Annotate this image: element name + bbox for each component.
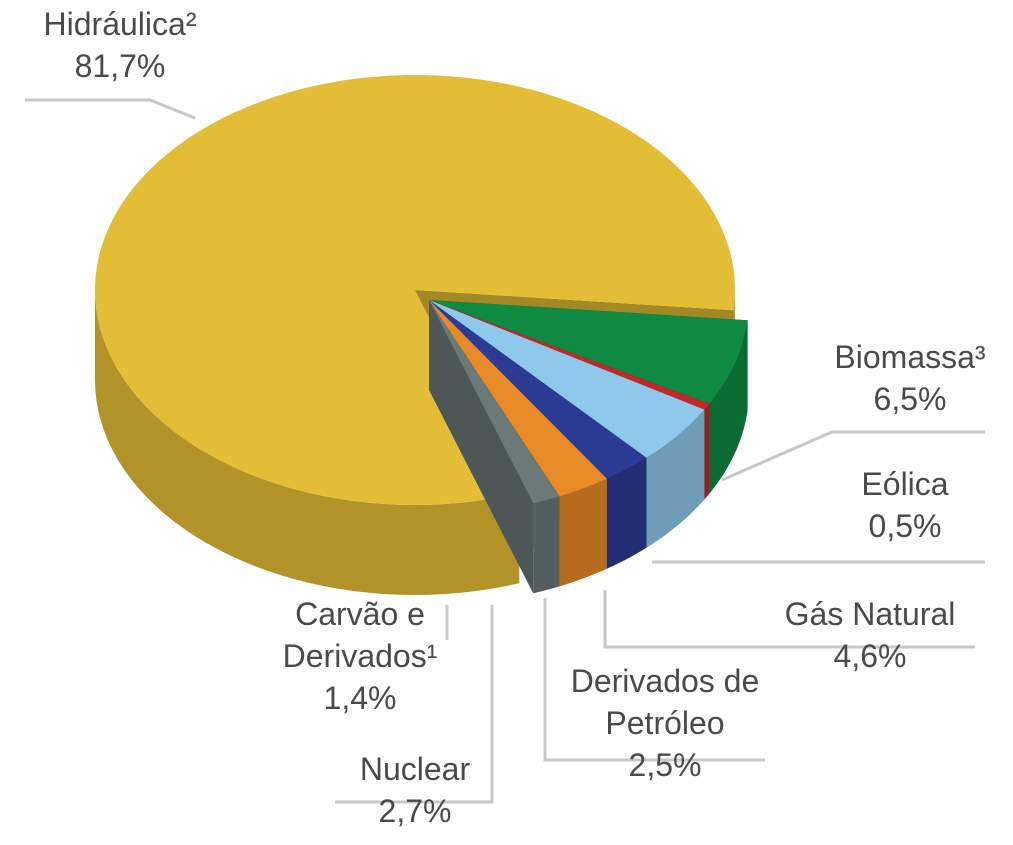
- pie: [95, 75, 748, 595]
- category-label: Gás Natural: [785, 596, 956, 632]
- leader-line: [603, 590, 975, 649]
- slice-top: [429, 300, 607, 497]
- value-label: 6,5%: [874, 381, 947, 417]
- value-label: 0,5%: [869, 508, 942, 544]
- category-label: Carvão e Derivados¹: [283, 596, 438, 674]
- category-line: Nuclear: [360, 751, 471, 787]
- labels: Hidráulica² 81,7% Biomassa³ 6,5% Eólica 0,5% G…: [25, 6, 986, 829]
- slice-top: [429, 300, 560, 504]
- value-label: 81,7%: [75, 48, 166, 84]
- value-label: 1,4%: [324, 680, 397, 716]
- category-line: Gás Natural: [785, 596, 956, 632]
- category-line: Hidráulica²: [44, 6, 197, 42]
- slice-side: [646, 409, 705, 548]
- leader-line: [335, 605, 494, 804]
- slice: [429, 300, 560, 594]
- category-line: Derivados de: [571, 663, 760, 699]
- slice-top: [429, 300, 748, 404]
- category-label: Hidráulica²: [44, 6, 197, 42]
- slice-side: [709, 320, 748, 494]
- category-line: Petróleo: [605, 705, 724, 741]
- slice-top: [95, 75, 735, 505]
- category-line: Eólica: [861, 466, 948, 502]
- slice-wall: [429, 300, 534, 594]
- category-label: Derivados de Petróleo: [571, 663, 760, 741]
- leader-line: [25, 98, 196, 120]
- leader-line: [543, 598, 765, 762]
- category-line: Carvão e: [295, 596, 425, 632]
- slice-top: [429, 300, 647, 479]
- slice-top: [429, 300, 705, 458]
- value-label: 2,7%: [379, 793, 452, 829]
- slice-side: [533, 496, 560, 594]
- slice-side: [606, 457, 647, 569]
- value-label: 2,5%: [629, 747, 702, 783]
- value-label: 4,6%: [834, 638, 907, 674]
- category-label: Eólica: [861, 466, 948, 502]
- slice-side: [95, 290, 520, 595]
- slice-top: [429, 300, 710, 410]
- category-label: Biomassa³: [834, 339, 986, 375]
- slice-side: [704, 403, 710, 500]
- category-line: Derivados¹: [283, 638, 438, 674]
- category-label: Nuclear: [360, 751, 471, 787]
- slice-side: [559, 478, 607, 587]
- category-line: Biomassa³: [834, 339, 986, 375]
- leader-line: [721, 430, 985, 482]
